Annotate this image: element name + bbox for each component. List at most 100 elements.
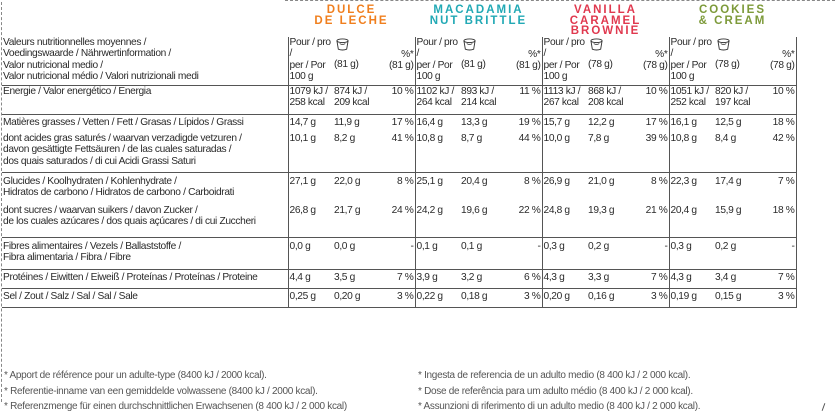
value-pct-ri: 3 %	[508, 288, 543, 308]
nutrient-label: Matières grasses / Vetten / Fett / Grasa…	[2, 114, 289, 133]
per-100g-label: Pour / pro /	[416, 36, 459, 60]
value-line: 16,4 g	[416, 116, 444, 128]
value-line: 25,1 g	[416, 175, 444, 187]
value-line: 20,4 g	[670, 204, 698, 216]
serving-size: (78 g)	[715, 58, 740, 70]
value-pct-ri: -	[635, 237, 670, 270]
nutrient-label-line: de los cuales azúcares / dos quais açúca…	[3, 216, 256, 227]
value-line: 0,3 g	[670, 240, 692, 252]
value-per-100g: 4,3 g	[542, 269, 587, 289]
value-line: 22,3 g	[670, 175, 698, 187]
footnote-fr: * Apport de référence pour un adulte-typ…	[4, 370, 267, 381]
value-per-serving: 13,3 g	[460, 114, 508, 133]
pct-header: %* (78 g)	[635, 36, 670, 86]
per-serving-header: (81 g)	[460, 36, 508, 86]
flavour-name: COOKIES & CREAM	[669, 5, 796, 37]
value-pct-ri: 10 %	[381, 85, 416, 115]
nutrient-label-line: Sel / Zout / Salz / Sal / Sal / Sale	[3, 290, 138, 302]
value-line: 8,7 g	[461, 132, 482, 144]
pct-label: %*	[782, 48, 795, 60]
value-line: 0,18 g	[461, 290, 488, 302]
value-pct-ri: 10 %	[762, 85, 797, 115]
pct-header: %* (78 g)	[762, 36, 797, 86]
value-per-100g: 26,8 g	[288, 201, 333, 238]
serving-size-pct: (81 g)	[515, 60, 541, 71]
nutrient-label-line: davon gesättigte Fettsäuren / de las cua…	[3, 144, 232, 155]
value-per-100g: 24,8 g	[542, 201, 587, 238]
header-label-line: Valor nutricional médio / Valori nutrizi…	[3, 71, 199, 82]
value-per-serving: 22,0 g	[333, 172, 381, 202]
value-per-serving: 3,3 g	[587, 269, 635, 289]
flavour-name-line: COOKIES	[698, 4, 767, 16]
value-per-100g: 1102 kJ /264 kcal	[415, 85, 460, 115]
nutrient-row: dont sucres / waarvan suikers / davon Zu…	[2, 201, 797, 238]
value-per-100g: 3,9 g	[415, 269, 460, 289]
value-per-serving: 893 kJ /214 kcal	[460, 85, 508, 115]
value-per-serving: 868 kJ /208 kcal	[587, 85, 635, 115]
value-per-serving: 12,5 g	[714, 114, 762, 133]
serving-size-pct: (81 g)	[388, 60, 414, 71]
value-line: 3,4 g	[715, 271, 736, 283]
value-line: 4,3 g	[543, 271, 565, 283]
nutrient-label-line: Fibres alimentaires / Vezels / Ballastst…	[3, 240, 181, 252]
value-per-100g: 0,19 g	[669, 288, 714, 308]
value-line: 197 kcal	[715, 97, 751, 108]
value-line: 0,20 g	[543, 290, 571, 302]
value-line: 19,6 g	[461, 204, 488, 216]
value-pct-ri: 3 %	[381, 288, 416, 308]
value-line: 0,2 g	[588, 240, 609, 252]
nutrient-label: Energie / Valor energético / Energia	[2, 85, 289, 115]
per-100g-label: Pour / pro /	[289, 36, 332, 60]
value-line: 12,5 g	[715, 116, 742, 128]
value-line: 820 kJ /	[715, 85, 748, 97]
value-pct-ri: 3 %	[635, 288, 670, 308]
value-per-serving: 8,4 g	[714, 132, 762, 173]
per-100g-label: per / Por	[670, 59, 707, 71]
ice-cream-cup-icon	[463, 37, 476, 51]
value-line: 0,25 g	[289, 290, 317, 302]
value-line: 209 kcal	[334, 97, 370, 108]
crop-mark	[821, 403, 826, 411]
value-per-100g: 0,1 g	[415, 237, 460, 270]
value-line: 13,3 g	[461, 116, 488, 128]
value-pct-ri: 41 %	[381, 132, 416, 173]
column-header-row: Valeurs nutritionnelles moyennes / Voedin…	[2, 36, 797, 86]
value-pct-ri: 21 %	[635, 201, 670, 238]
footnote-de: * Referenzmenge für einen durchschnittli…	[4, 401, 347, 412]
value-pct-ri: 22 %	[508, 201, 543, 238]
per-100g-label: 100 g	[289, 71, 314, 82]
value-per-100g: 0,25 g	[288, 288, 333, 308]
value-per-100g: 4,3 g	[669, 269, 714, 289]
header-label-line: Valeurs nutritionnelles moyennes /	[3, 36, 147, 48]
nutrient-label: Glucides / Koolhydraten / Kohlenhydrate …	[2, 172, 289, 202]
nutrient-label-line: Fibra alimentaria / Fibra / Fibre	[3, 252, 131, 263]
value-per-serving: 19,6 g	[460, 201, 508, 238]
value-pct-ri: 39 %	[635, 132, 670, 173]
nutrient-label-line: Hidratos de carbono / Hidratos de carbon…	[3, 187, 235, 198]
nutrient-label-line: Protéines / Eiwitten / Eiweiß / Proteína…	[3, 271, 258, 283]
header-label-line: Valor nutricional medio /	[3, 59, 103, 71]
value-per-serving: 0,20 g	[333, 288, 381, 308]
value-line: 27,1 g	[289, 175, 317, 187]
value-line: 0,0 g	[334, 240, 355, 252]
per-100g-header: Pour / pro / per / Por 100 g	[288, 36, 333, 86]
value-line: 3,9 g	[416, 271, 438, 283]
value-line: 15,7 g	[543, 116, 571, 128]
value-line: 24,2 g	[416, 204, 444, 216]
value-pct-ri: 7 %	[635, 269, 670, 289]
value-line: 0,0 g	[289, 240, 311, 252]
value-line: 10,8 g	[416, 132, 444, 144]
serving-size: (78 g)	[588, 58, 613, 70]
value-per-100g: 1051 kJ /252 kcal	[669, 85, 714, 115]
nutrient-row: Energie / Valor energético / Energia 1079…	[2, 85, 797, 115]
nutrient-label-line: Energie / Valor energético / Energia	[3, 85, 152, 97]
nutrient-label: dont acides gras saturés / waarvan verza…	[2, 132, 289, 173]
value-per-serving: 3,4 g	[714, 269, 762, 289]
value-line: 3,5 g	[334, 271, 355, 283]
value-per-serving: 0,0 g	[333, 237, 381, 270]
value-line: 252 kcal	[670, 97, 707, 108]
value-line: 3,2 g	[461, 271, 482, 283]
value-per-serving: 20,4 g	[460, 172, 508, 202]
value-per-serving: 7,8 g	[587, 132, 635, 173]
pct-label: %*	[528, 48, 541, 60]
